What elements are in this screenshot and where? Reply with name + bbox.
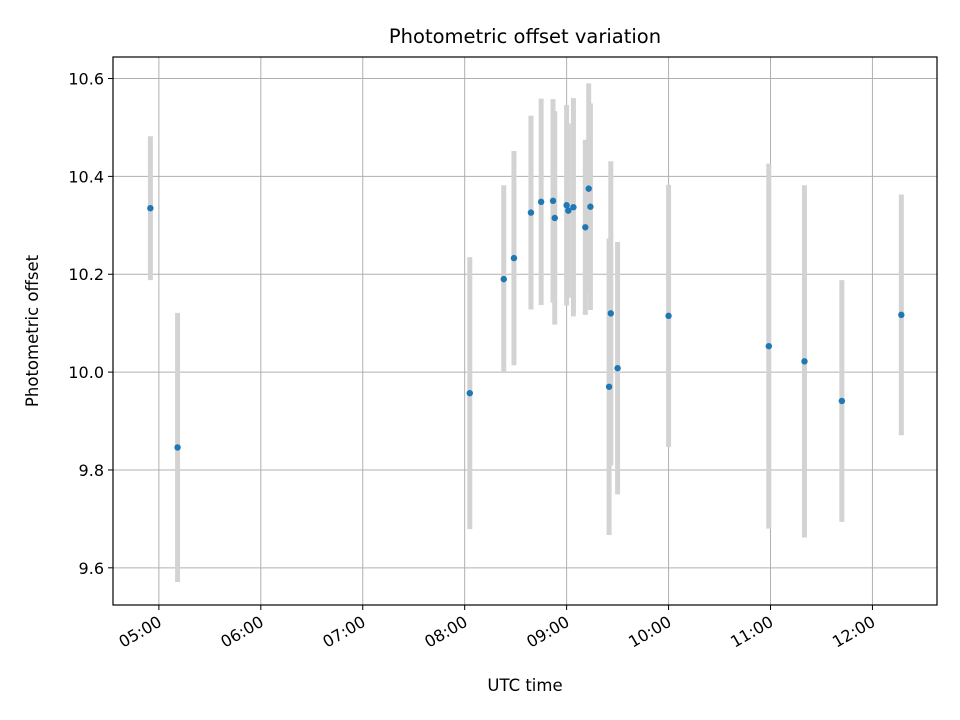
plot-area-frame xyxy=(112,56,938,606)
data-point xyxy=(765,342,773,350)
x-axis-label: UTC time xyxy=(487,676,562,695)
data-point xyxy=(665,312,672,320)
data-point xyxy=(510,254,518,262)
data-point xyxy=(614,364,621,372)
y-tick-label: 9.6 xyxy=(79,559,104,578)
data-point xyxy=(801,358,808,365)
data-point xyxy=(174,444,181,451)
data-point xyxy=(838,397,846,405)
data-point xyxy=(605,383,613,390)
data-point xyxy=(500,275,507,283)
data-point xyxy=(527,209,535,216)
data-point xyxy=(582,224,589,231)
data-point xyxy=(549,197,557,205)
data-point xyxy=(551,214,558,222)
data-point xyxy=(466,389,473,397)
y-tick-label: 10.2 xyxy=(68,265,104,284)
data-point xyxy=(147,204,154,212)
y-tick-label: 10.6 xyxy=(68,70,104,89)
data-point xyxy=(607,310,614,317)
y-axis-label: Photometric offset xyxy=(23,254,42,407)
y-tick-label: 9.8 xyxy=(79,461,104,480)
y-tick-label: 10.0 xyxy=(68,363,104,382)
data-points xyxy=(147,185,905,451)
data-point xyxy=(565,207,572,214)
data-point xyxy=(570,204,577,211)
chart-title: Photometric offset variation xyxy=(389,25,661,48)
data-point xyxy=(563,202,570,209)
data-point xyxy=(585,185,592,192)
y-tick-label: 10.4 xyxy=(68,167,104,186)
data-point xyxy=(898,311,905,319)
data-point xyxy=(587,203,594,210)
data-point xyxy=(537,198,545,206)
